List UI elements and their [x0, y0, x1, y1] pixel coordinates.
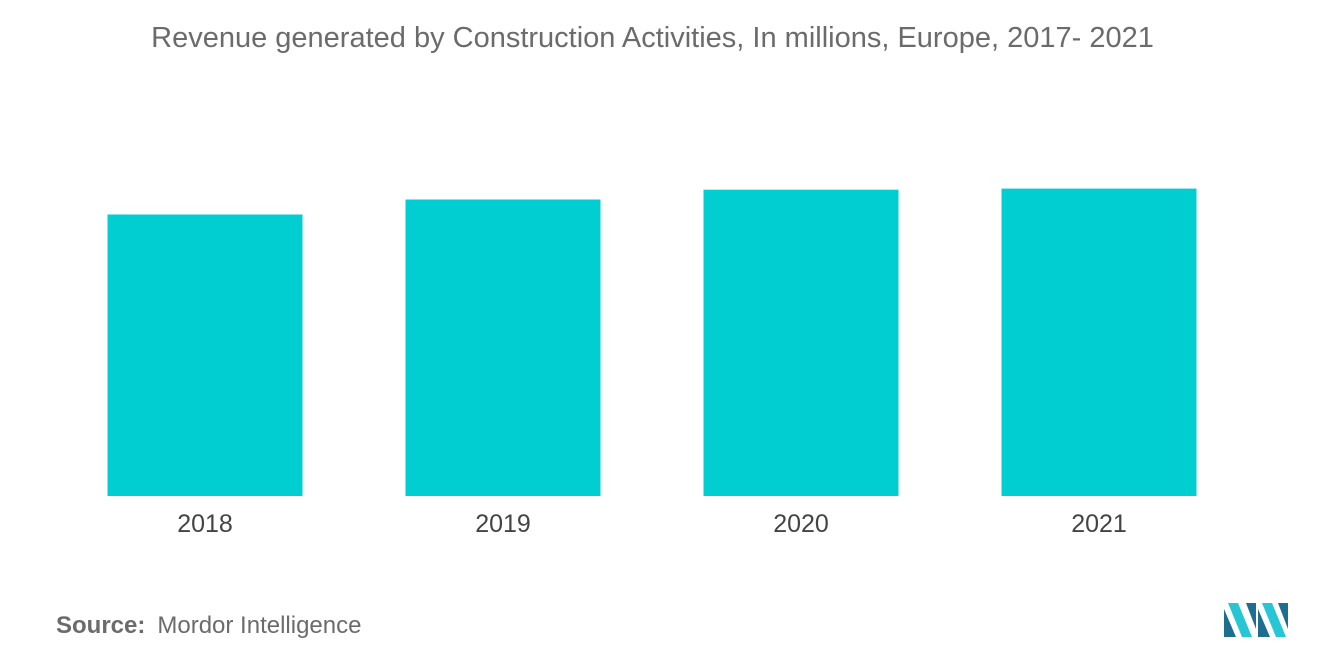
x-tick-labels: 2018 2019 2020 2021 [177, 510, 1127, 538]
x-tick-label-2019: 2019 [475, 510, 531, 538]
bar-2020 [703, 189, 899, 496]
bar-chart: 2018 2019 2020 2021 [107, 188, 1197, 538]
mordor-intelligence-logo-icon [1224, 603, 1288, 637]
x-tick-label-2020: 2020 [773, 510, 829, 538]
chart-title: Revenue generated by Construction Activi… [151, 22, 1154, 54]
source-text: Mordor Intelligence [157, 612, 362, 639]
bar-2018 [107, 214, 303, 496]
source-note: Source: Mordor Intelligence [56, 612, 361, 640]
x-tick-label-2021: 2021 [1071, 510, 1127, 538]
source-label: Source: [56, 612, 146, 639]
bars-group [107, 188, 1197, 496]
bar-2021 [1001, 188, 1197, 496]
x-tick-label-2018: 2018 [177, 510, 233, 538]
bar-2019 [405, 199, 601, 496]
